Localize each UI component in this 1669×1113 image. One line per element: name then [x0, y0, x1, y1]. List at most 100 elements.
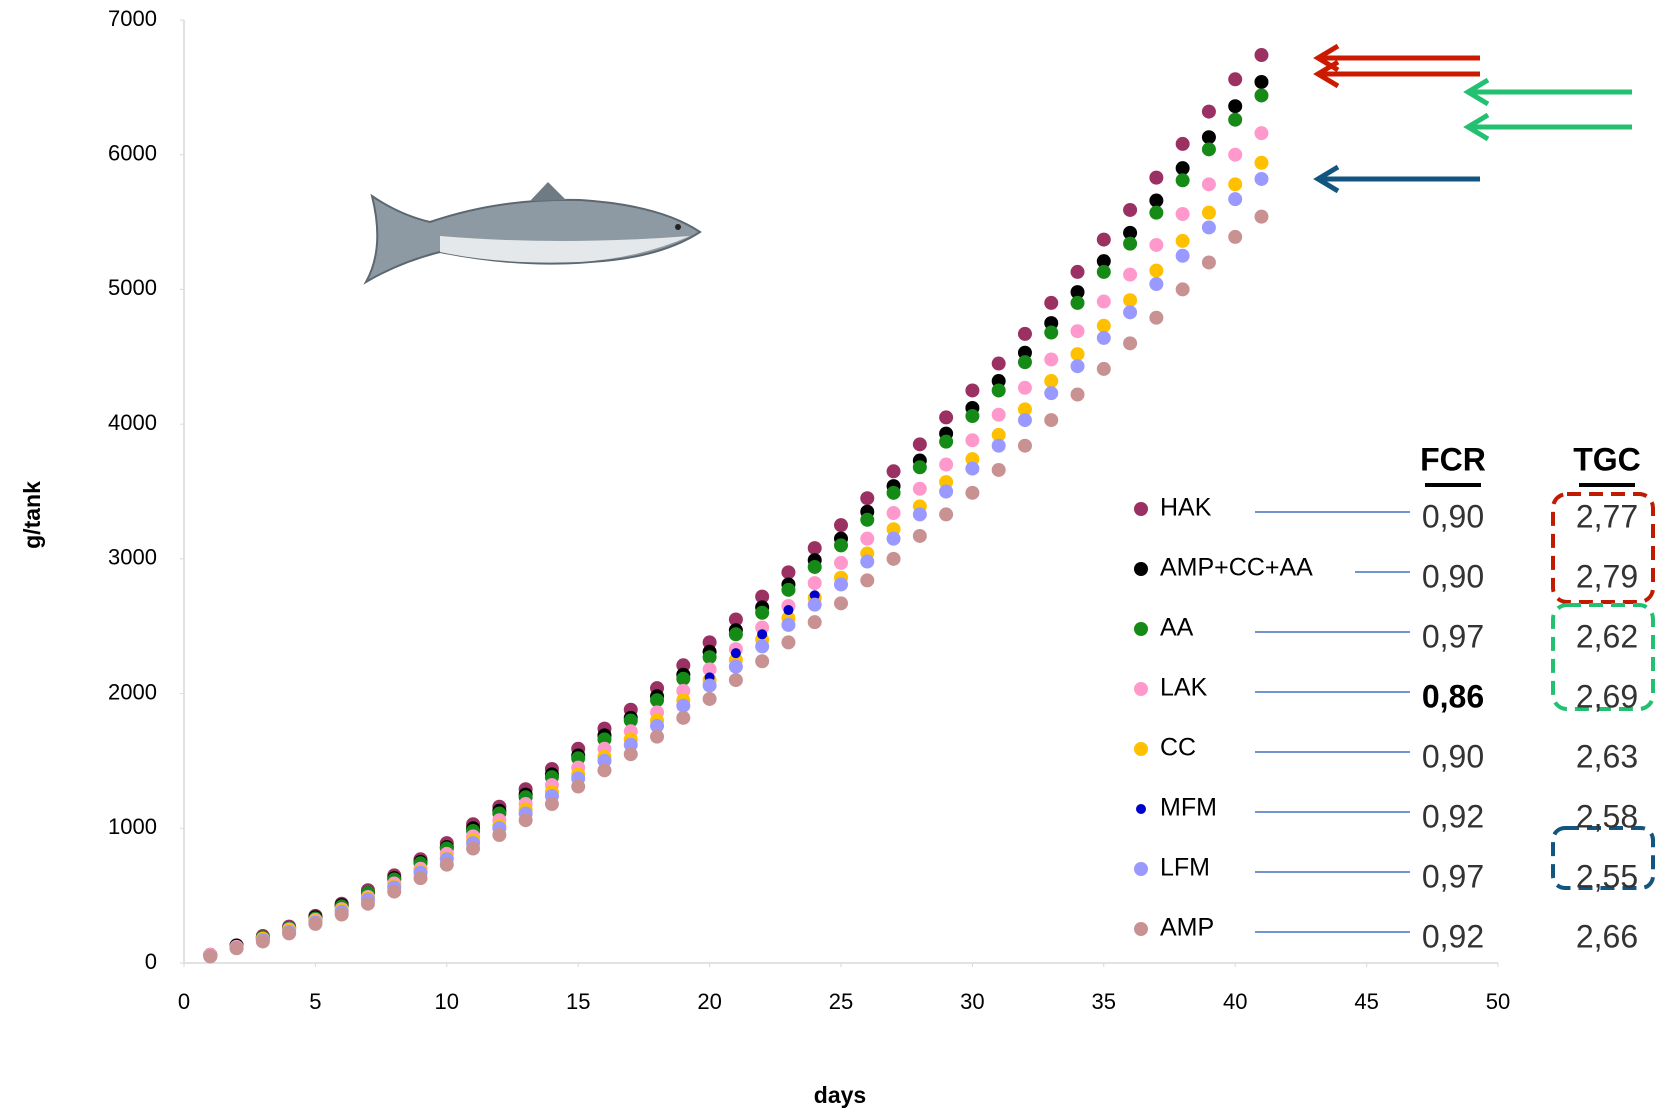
fcr-value: 0,92: [1422, 798, 1484, 834]
point: [676, 710, 691, 725]
point: [991, 462, 1006, 477]
point: [860, 491, 875, 506]
point: [834, 555, 848, 570]
point: [1017, 355, 1032, 370]
point: [1123, 336, 1138, 351]
point: [255, 934, 270, 949]
point: [1149, 277, 1164, 292]
point: [1149, 237, 1164, 252]
table-header: FCR: [1420, 441, 1486, 477]
point: [1149, 263, 1164, 278]
point: [702, 691, 717, 706]
point: [439, 857, 454, 872]
tgc-value: 2,79: [1576, 558, 1638, 594]
fcr-value: 0,90: [1422, 498, 1484, 534]
point: [597, 763, 612, 778]
x-tick-label: 5: [309, 989, 321, 1014]
point: [650, 729, 665, 744]
point: [912, 507, 927, 522]
point: [886, 531, 901, 546]
point: [1123, 267, 1138, 282]
point: [1017, 380, 1032, 395]
legend-marker: [1136, 804, 1146, 814]
point: [886, 464, 901, 479]
point: [1070, 295, 1085, 310]
point: [1254, 209, 1269, 224]
point: [755, 605, 770, 620]
point: [623, 747, 638, 762]
point: [1228, 192, 1243, 207]
point: [1175, 248, 1190, 263]
y-tick-label: 2000: [108, 679, 157, 704]
point: [965, 383, 980, 398]
point: [757, 629, 768, 640]
point: [781, 582, 796, 597]
point: [518, 813, 533, 828]
legend-marker: [1134, 562, 1148, 576]
point: [991, 438, 1006, 453]
point: [1070, 264, 1085, 279]
point: [1175, 206, 1190, 221]
x-tick-label: 0: [178, 989, 190, 1014]
point: [1175, 136, 1190, 151]
point: [702, 678, 717, 693]
point: [1070, 347, 1085, 362]
point: [886, 506, 901, 521]
point: [1149, 193, 1164, 208]
point: [492, 828, 507, 843]
point: [783, 605, 794, 616]
point: [1123, 202, 1138, 217]
point: [1228, 99, 1243, 114]
point: [1096, 232, 1111, 247]
x-axis-label: days: [814, 1082, 866, 1108]
point: [1175, 282, 1190, 297]
point: [1228, 177, 1243, 192]
point: [1096, 294, 1111, 309]
point: [728, 627, 743, 642]
point: [1044, 295, 1059, 310]
x-tick-label: 20: [697, 989, 721, 1014]
point: [1228, 72, 1243, 87]
point: [860, 531, 875, 546]
x-tick-label: 50: [1486, 989, 1510, 1014]
point: [965, 485, 980, 500]
point: [1017, 438, 1032, 453]
point: [282, 926, 297, 941]
point: [1123, 225, 1138, 240]
point: [1201, 104, 1216, 119]
point: [1149, 205, 1164, 220]
fcr-value: 0,86: [1422, 678, 1484, 714]
x-tick-label: 25: [829, 989, 853, 1014]
point: [1044, 413, 1059, 428]
point: [413, 871, 428, 886]
point: [203, 949, 218, 964]
x-tick-label: 40: [1223, 989, 1247, 1014]
point: [755, 589, 770, 604]
fcr-value: 0,97: [1422, 858, 1484, 894]
legend-marker: [1134, 742, 1148, 756]
point: [886, 485, 901, 500]
x-tick-label: 45: [1354, 989, 1378, 1014]
table-header: TGC: [1573, 441, 1641, 477]
highlight-boxes: [1551, 492, 1655, 890]
point: [702, 650, 717, 665]
legend-marker: [1134, 622, 1148, 636]
point: [939, 410, 954, 425]
fcr-value: 0,90: [1422, 558, 1484, 594]
point: [650, 718, 665, 733]
tgc-value: 2,66: [1576, 918, 1638, 954]
point: [1228, 112, 1243, 127]
legend-label: MFM: [1160, 794, 1217, 822]
point: [939, 507, 954, 522]
point: [755, 639, 770, 654]
point: [1123, 305, 1138, 320]
point: [1070, 359, 1085, 374]
point: [1044, 325, 1059, 340]
point: [807, 597, 822, 612]
point: [834, 538, 848, 553]
y-axis-label: g/tank: [19, 481, 45, 549]
fcr-value: 0,97: [1422, 618, 1484, 654]
point: [544, 797, 559, 812]
y-tick-label: 1000: [108, 814, 157, 839]
